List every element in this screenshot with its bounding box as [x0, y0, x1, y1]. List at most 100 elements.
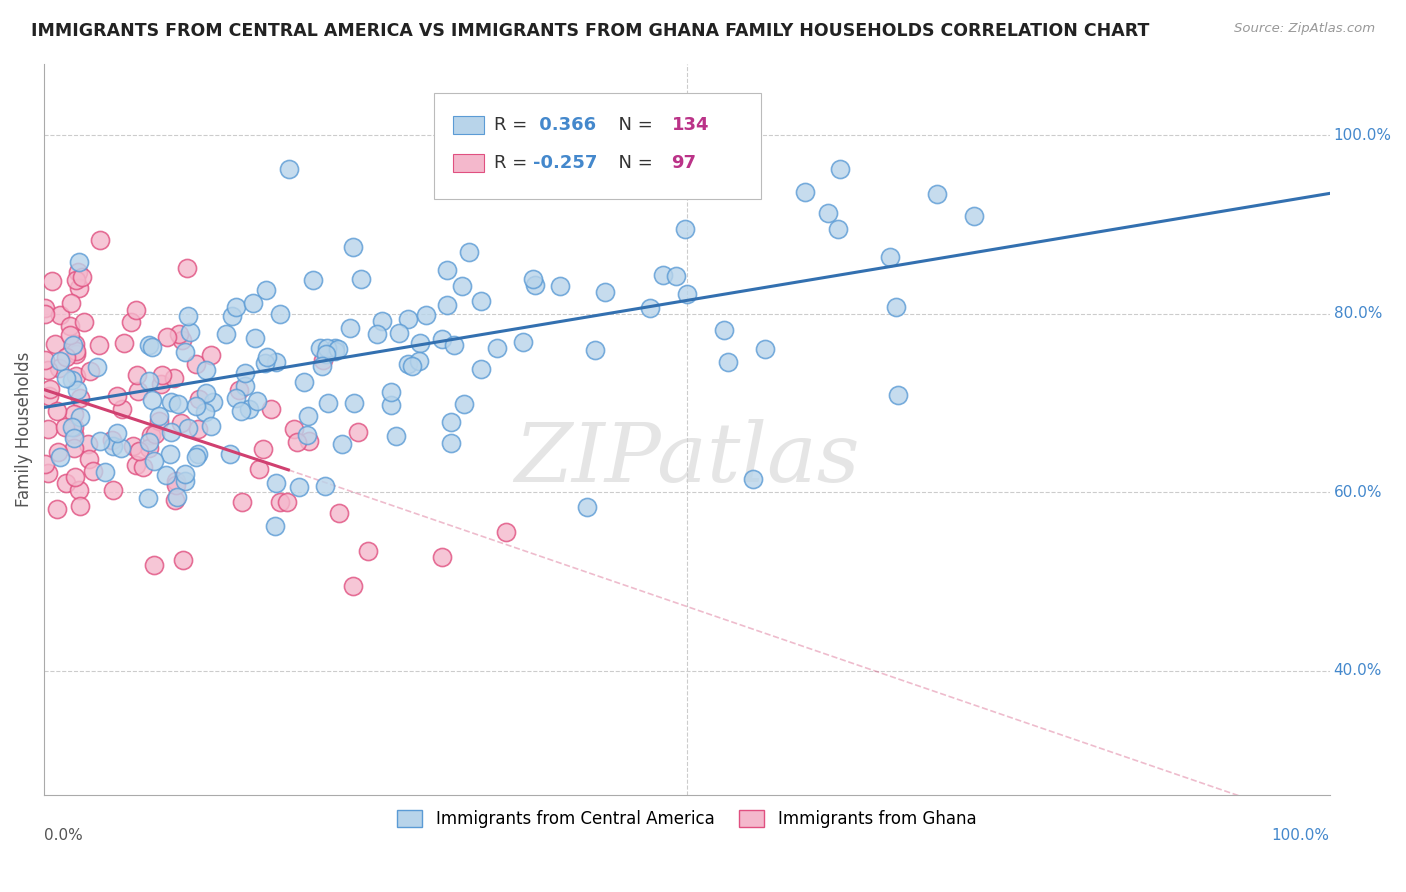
- Point: [63, 431, 86, 445]
- Point: [238, 402, 260, 417]
- Point: [297, 409, 319, 424]
- Point: [371, 314, 394, 328]
- FancyBboxPatch shape: [453, 116, 484, 134]
- Point: [522, 272, 544, 286]
- Point: [292, 375, 315, 389]
- Point: [311, 353, 333, 368]
- Point: [49, 308, 72, 322]
- Point: [55, 350, 77, 364]
- Point: [138, 374, 160, 388]
- Point: [470, 294, 492, 309]
- Point: [77, 452, 100, 467]
- Point: [128, 443, 150, 458]
- Point: [41, 274, 63, 288]
- Point: [46, 502, 69, 516]
- Point: [138, 442, 160, 456]
- Text: R =: R =: [494, 116, 533, 134]
- Point: [87, 337, 110, 351]
- Point: [380, 398, 402, 412]
- Point: [60, 373, 83, 387]
- Point: [65, 368, 87, 383]
- Point: [332, 437, 354, 451]
- Point: [94, 466, 117, 480]
- Text: 40.0%: 40.0%: [1333, 663, 1382, 678]
- Point: [247, 462, 270, 476]
- Point: [70, 269, 93, 284]
- Point: [264, 354, 287, 368]
- Point: [817, 205, 839, 219]
- Point: [48, 360, 70, 375]
- Point: [754, 343, 776, 357]
- Point: [297, 427, 319, 442]
- Point: [148, 409, 170, 423]
- Point: [172, 333, 194, 347]
- Point: [638, 301, 661, 316]
- Point: [105, 425, 128, 440]
- Text: 0.366: 0.366: [533, 116, 596, 134]
- Point: [34, 352, 56, 367]
- FancyBboxPatch shape: [433, 94, 762, 199]
- Point: [34, 301, 56, 315]
- Text: 97: 97: [672, 153, 696, 172]
- Point: [432, 332, 454, 346]
- Point: [155, 468, 177, 483]
- Point: [166, 490, 188, 504]
- Text: 80.0%: 80.0%: [1333, 306, 1382, 321]
- Point: [827, 221, 849, 235]
- Point: [160, 425, 183, 439]
- Point: [34, 307, 56, 321]
- Point: [512, 334, 534, 349]
- Point: [187, 422, 209, 436]
- Point: [67, 255, 90, 269]
- Point: [125, 302, 148, 317]
- Point: [62, 338, 84, 352]
- Point: [316, 341, 339, 355]
- Point: [148, 414, 170, 428]
- Point: [179, 325, 201, 339]
- Text: N =: N =: [607, 153, 659, 172]
- Point: [215, 326, 238, 341]
- Point: [325, 344, 347, 359]
- Point: [86, 359, 108, 374]
- Point: [231, 495, 253, 509]
- Point: [163, 493, 186, 508]
- Point: [458, 244, 481, 259]
- Point: [470, 362, 492, 376]
- Point: [254, 283, 277, 297]
- Point: [63, 470, 86, 484]
- Point: [65, 344, 87, 359]
- Point: [143, 427, 166, 442]
- Point: [141, 340, 163, 354]
- Point: [141, 392, 163, 407]
- Point: [142, 454, 165, 468]
- Point: [884, 300, 907, 314]
- Point: [486, 342, 509, 356]
- Point: [245, 331, 267, 345]
- Point: [576, 500, 599, 514]
- Point: [186, 399, 208, 413]
- Point: [37, 422, 59, 436]
- Point: [229, 404, 252, 418]
- Point: [676, 287, 699, 301]
- Text: 134: 134: [672, 116, 709, 134]
- Point: [138, 434, 160, 449]
- Point: [409, 336, 432, 351]
- Point: [67, 483, 90, 497]
- Point: [396, 357, 419, 371]
- Point: [495, 524, 517, 539]
- Point: [59, 295, 82, 310]
- Point: [269, 495, 291, 509]
- Point: [63, 426, 86, 441]
- Point: [186, 447, 208, 461]
- Legend: Immigrants from Central America, Immigrants from Ghana: Immigrants from Central America, Immigra…: [391, 803, 983, 835]
- Point: [343, 395, 366, 409]
- Point: [89, 233, 111, 247]
- Point: [276, 495, 298, 509]
- Point: [174, 345, 197, 359]
- Point: [39, 382, 62, 396]
- Point: [114, 336, 136, 351]
- Point: [311, 359, 333, 374]
- Point: [202, 394, 225, 409]
- Text: IMMIGRANTS FROM CENTRAL AMERICA VS IMMIGRANTS FROM GHANA FAMILY HOUSEHOLDS CORRE: IMMIGRANTS FROM CENTRAL AMERICA VS IMMIG…: [31, 22, 1149, 40]
- Point: [163, 371, 186, 385]
